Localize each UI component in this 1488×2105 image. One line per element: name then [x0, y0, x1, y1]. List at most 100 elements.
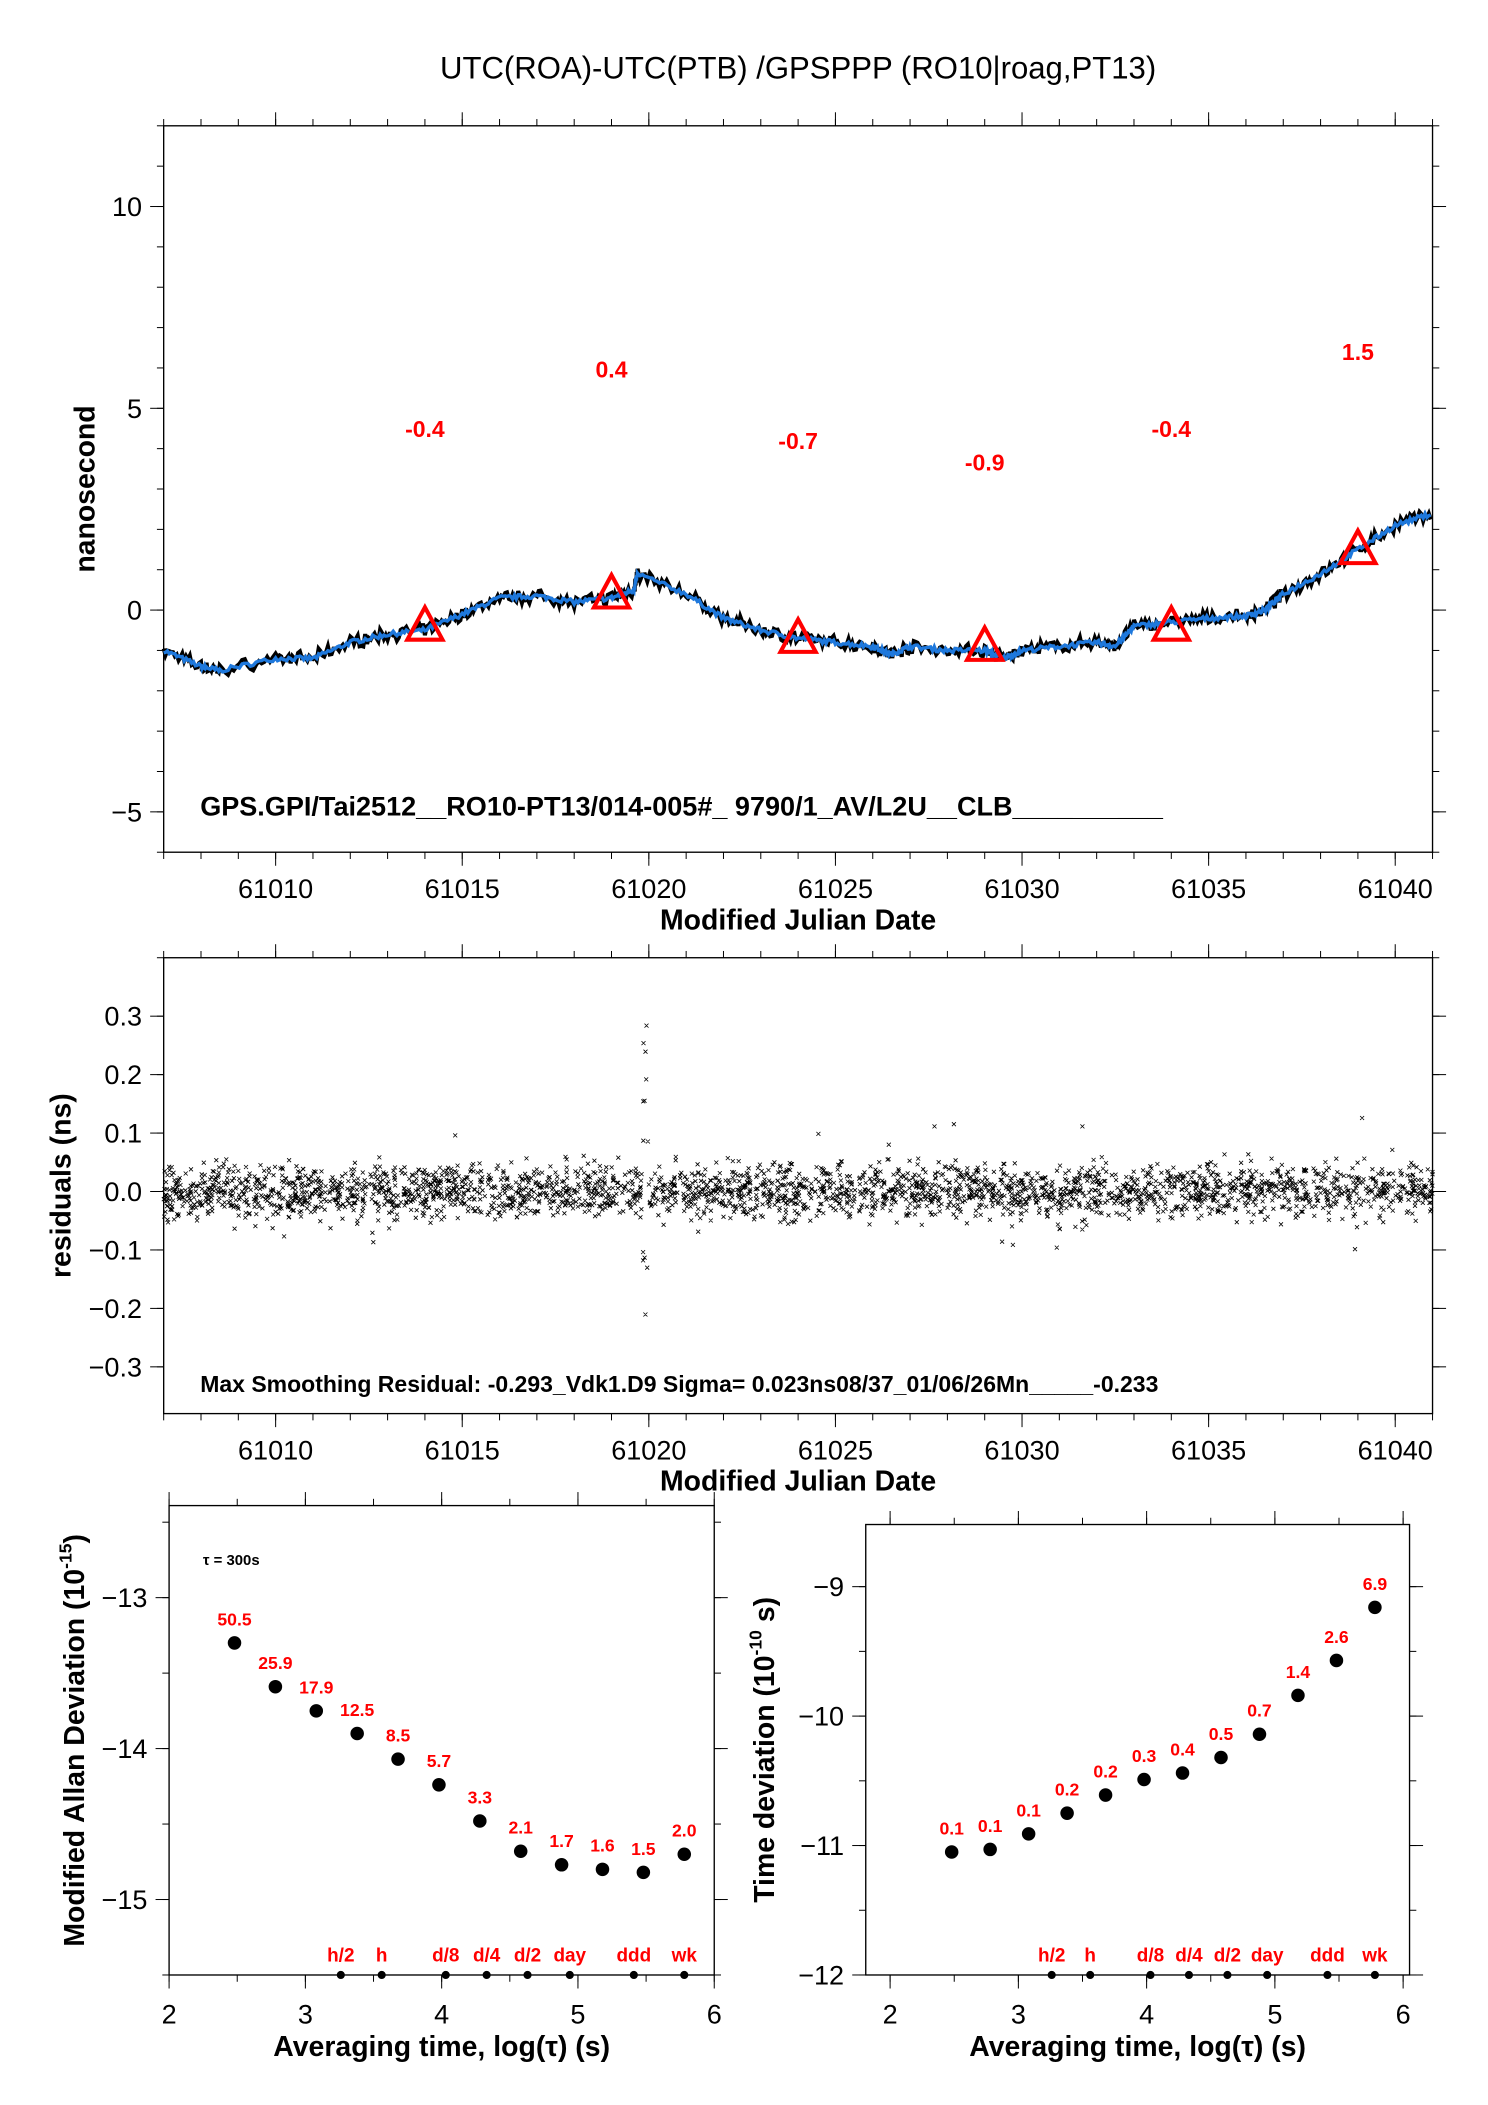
- data-label: 17.9: [299, 1677, 333, 1697]
- period-label: d/2: [1214, 1945, 1241, 1966]
- period-marker: [1184, 1970, 1194, 1980]
- period-marker: [565, 1970, 574, 1980]
- x-tick-label: 61015: [425, 874, 500, 904]
- y-axis-label-text: Time deviation (10: [749, 1655, 781, 1902]
- x-tick-label: 5: [570, 2000, 585, 2030]
- chart-annotation: Max Smoothing Residual: -0.293_Vdk1.D9 S…: [200, 1371, 1158, 1397]
- triangle-marker: [1150, 603, 1193, 642]
- y-tick-label: −0.2: [89, 1294, 142, 1324]
- period-marker: [1086, 1970, 1095, 1980]
- mdev-plot: 2 3 4 5 6 −13 −14 −15 Averaging time, log(τ) (s)…: [56, 1492, 728, 2063]
- data-label: 50.5: [217, 1609, 251, 1629]
- x-tick-label: 4: [1139, 2000, 1154, 2030]
- period-label: d/2: [514, 1945, 541, 1966]
- triangle-marker: [777, 615, 820, 654]
- chart-annotation: GPS.GPI/Tai2512__RO10-PT13/014-005#_ 979…: [200, 792, 1164, 822]
- marker-label: -0.4: [405, 416, 445, 442]
- data-point: [513, 1844, 528, 1858]
- offset-plot: 61010 61015 61020 61025 61030 61035 61040 10 5 0 −…: [70, 112, 1447, 936]
- data-point: [432, 1778, 446, 1792]
- x-tick-label: 61010: [238, 1436, 313, 1466]
- x-tick-label: 61030: [984, 874, 1059, 904]
- x-tick-label: 61040: [1358, 874, 1433, 904]
- data-point: [944, 1845, 959, 1859]
- data-point: [1252, 1727, 1267, 1741]
- triangle-marker: [403, 603, 446, 642]
- tau-note: τ = 300s: [203, 1553, 260, 1569]
- y-axis-label: Modified Allan Deviation (10-15): [56, 1534, 91, 1947]
- x-axis-label: Averaging time, log(τ) (s): [969, 2031, 1306, 2063]
- y-tick-label: −0.1: [89, 1235, 142, 1265]
- period-label: h: [1084, 1945, 1096, 1966]
- data-point: [1137, 1772, 1151, 1787]
- period-marker: [1146, 1970, 1155, 1980]
- y-tick-label: 0.1: [104, 1119, 142, 1149]
- data-point: [309, 1704, 324, 1718]
- marker-label: 1.5: [1342, 339, 1374, 365]
- data-point: [1175, 1766, 1190, 1780]
- triangle-marker: [1336, 526, 1379, 566]
- x-tick-label: 2: [162, 2000, 177, 2030]
- smoothed-curve: [163, 509, 1432, 675]
- x-axis-label: Modified Julian Date: [660, 904, 936, 936]
- x-tick-label: 6: [1396, 2000, 1411, 2030]
- data-point: [1214, 1750, 1228, 1765]
- x-tick-label: 5: [1267, 2000, 1282, 2030]
- data-point: [595, 1862, 610, 1877]
- x-tick-label: 61010: [238, 874, 313, 904]
- plot-frame: [163, 125, 1434, 853]
- period-marker: [680, 1970, 689, 1980]
- x-tick-label: 61040: [1358, 1436, 1433, 1466]
- x-tick-label: 4: [434, 2000, 449, 2030]
- y-axis-label-end: s): [749, 1597, 781, 1630]
- y-tick-label: −0.3: [89, 1352, 142, 1382]
- residuals-plot: 61010 61015 61020 61025 61030 61035 61040 0.3 0.…: [45, 944, 1447, 1498]
- data-label: 2.0: [672, 1821, 697, 1841]
- period-label: ddd: [1310, 1945, 1345, 1966]
- y-tick-label: 10: [112, 192, 142, 222]
- y-tick-label: 0.3: [104, 1002, 142, 1032]
- period-marker: [1323, 1970, 1332, 1980]
- data-label: 5.7: [427, 1751, 451, 1771]
- y-tick-label: 0.0: [104, 1177, 142, 1207]
- period-marker: [1047, 1970, 1056, 1980]
- data-point: [554, 1858, 569, 1872]
- y-axis-label: Time deviation (10-10 s): [746, 1597, 781, 1903]
- y-axis-label: residuals (ns): [45, 1093, 77, 1278]
- x-tick-label: 61015: [425, 1436, 500, 1466]
- x-tick-label: 61025: [798, 1436, 873, 1466]
- data-point: [391, 1752, 405, 1766]
- period-marker: [523, 1970, 532, 1980]
- data-point: [350, 1726, 364, 1741]
- y-axis-label: nanosecond: [70, 405, 102, 572]
- data-point: [677, 1847, 692, 1861]
- data-point: [1291, 1688, 1305, 1703]
- y-tick-label: −10: [798, 1702, 844, 1732]
- x-tick-label: 3: [1011, 2000, 1026, 2030]
- period-marker: [482, 1970, 491, 1980]
- period-label: h/2: [1038, 1945, 1065, 1966]
- y-tick-label: −13: [102, 1583, 148, 1613]
- period-marker: [1263, 1970, 1272, 1980]
- tdev-plot: 2 3 4 5 6 −9 −10 −11 −12 Averaging time, log(τ) (…: [746, 1511, 1424, 2063]
- residual-points: [161, 1023, 1435, 1317]
- y-tick-label: 5: [127, 394, 142, 424]
- y-tick-label: −15: [102, 1885, 148, 1915]
- x-tick-label: 61030: [984, 1436, 1059, 1466]
- data-label: 0.5: [1209, 1724, 1234, 1744]
- data-label: 1.7: [549, 1831, 573, 1851]
- x-tick-label: 2: [883, 2000, 898, 2030]
- period-label: day: [553, 1945, 586, 1966]
- plot-frame: [168, 1504, 715, 1976]
- period-label: d/4: [1175, 1945, 1203, 1966]
- data-point: [636, 1865, 651, 1880]
- x-axis-label: Averaging time, log(τ) (s): [273, 2031, 610, 2063]
- y-axis-label-exponent: -15: [56, 1543, 76, 1569]
- data-label: 12.5: [340, 1700, 374, 1720]
- data-label: 2.6: [1324, 1627, 1349, 1647]
- data-label: 1.6: [590, 1836, 615, 1856]
- period-label: d/8: [432, 1945, 459, 1966]
- period-marker: [336, 1970, 345, 1980]
- period-marker: [377, 1970, 386, 1980]
